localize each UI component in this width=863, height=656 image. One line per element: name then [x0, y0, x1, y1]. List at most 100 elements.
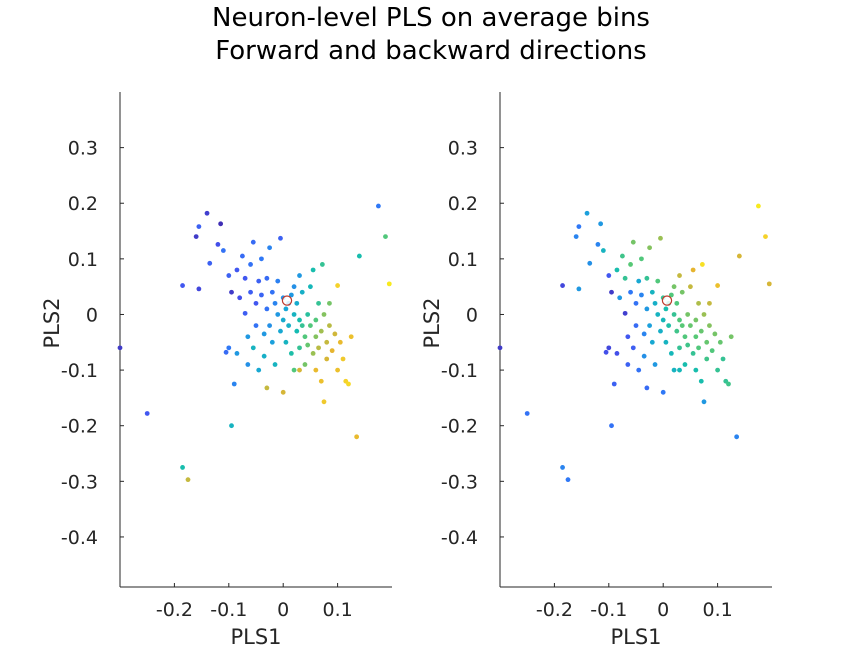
- scatter-point: [253, 300, 259, 306]
- scatter-point: [698, 328, 704, 334]
- scatter-point: [663, 306, 669, 312]
- scatter-point: [264, 385, 270, 391]
- right-scatter-panel: 0.3 0.2 0.1 0 -0.1 -0.2 -0.3 -0.4 -0.2 -0.1 0 0.1 PL…: [420, 92, 772, 649]
- scatter-point: [291, 284, 297, 290]
- scatter-point: [259, 292, 264, 298]
- scatter-point: [272, 362, 278, 367]
- scatter-point: [207, 260, 213, 266]
- scatter-point: [180, 283, 185, 288]
- scatter-point: [565, 477, 571, 483]
- scatter-point: [677, 367, 682, 373]
- scatter-point: [633, 300, 639, 306]
- scatter-point: [337, 339, 343, 345]
- scatter-point: [297, 317, 302, 323]
- scatter-point: [269, 339, 275, 345]
- scatter-point: [226, 345, 232, 351]
- scatter-point: [693, 334, 699, 340]
- scatter-point: [313, 367, 319, 373]
- figure-title-line-2: Forward and backward directions: [215, 36, 646, 66]
- scatter-point: [348, 334, 354, 340]
- scatter-point: [679, 289, 685, 295]
- scatter-point: [658, 235, 663, 241]
- scatter-point: [677, 317, 682, 323]
- scatter-point: [319, 262, 325, 267]
- x-tick-label: 0: [657, 599, 669, 621]
- scatter-point: [272, 300, 278, 306]
- scatter-point: [696, 300, 701, 306]
- scatter-point: [267, 323, 272, 328]
- x-tick-label: 0.1: [702, 599, 732, 621]
- scatter-point: [302, 362, 308, 367]
- scatter-point: [294, 328, 300, 334]
- scatter-point: [576, 224, 582, 229]
- scatter-point: [318, 378, 324, 384]
- scatter-point: [660, 317, 666, 323]
- scatter-point: [614, 267, 620, 273]
- scatter-point: [215, 241, 221, 247]
- scatter-point: [242, 310, 248, 316]
- scatter-point: [288, 292, 294, 298]
- scatter-point: [698, 378, 704, 384]
- scatter-point: [649, 339, 655, 345]
- scatter-point: [250, 239, 256, 245]
- scatter-point: [117, 345, 123, 351]
- scatter-point: [628, 262, 633, 267]
- scatter-point: [283, 339, 289, 345]
- scatter-point: [299, 289, 305, 295]
- scatter-point: [335, 367, 340, 373]
- scatter-point: [707, 323, 712, 328]
- scatter-point: [647, 245, 652, 251]
- scatter-point: [256, 278, 262, 284]
- scatter-point: [218, 221, 224, 227]
- x-tick-label: 0.1: [322, 599, 352, 621]
- scatter-point: [305, 312, 311, 317]
- x-axis-label: PLS1: [230, 625, 281, 649]
- scatter-point: [321, 312, 327, 317]
- scatter-point: [701, 399, 707, 405]
- scatter-point: [606, 273, 612, 278]
- scatter-point: [617, 295, 623, 301]
- scatter-point: [668, 351, 674, 356]
- center-marker: [661, 295, 673, 306]
- y-tick-label: -0.4: [61, 527, 98, 549]
- scatter-point: [766, 281, 772, 287]
- scatter-point: [674, 328, 680, 334]
- scatter-point: [524, 411, 530, 416]
- scatter-point: [324, 339, 330, 345]
- scatter-point: [668, 292, 674, 298]
- scatter-point: [763, 234, 768, 240]
- scatter-point: [259, 256, 264, 262]
- scatter-point: [327, 323, 332, 328]
- scatter-point: [736, 253, 742, 259]
- scatter-point: [560, 283, 565, 288]
- scatter-point: [297, 367, 302, 373]
- scatter-point: [639, 256, 644, 262]
- scatter-point: [647, 323, 652, 328]
- scatter-point: [573, 234, 579, 240]
- scatter-point: [324, 356, 330, 362]
- scatter-point: [229, 289, 234, 295]
- x-tick-label: -0.2: [156, 599, 193, 621]
- scatter-point: [715, 367, 720, 373]
- scatter-point: [294, 300, 300, 306]
- scatter-point: [688, 284, 693, 290]
- scatter-point: [280, 389, 286, 395]
- y-tick-label: -0.2: [441, 416, 478, 438]
- scatter-point: [682, 334, 688, 340]
- scatter-point: [699, 262, 705, 267]
- scatter-point: [234, 351, 240, 356]
- scatter-point: [256, 367, 262, 373]
- scatter-point: [283, 306, 289, 312]
- left-scatter-panel: 0.3 0.2 0.1 0 -0.1 -0.2 -0.3 -0.4 -0.2 -0.1 0 0.1 PL…: [40, 92, 392, 649]
- scatter-point: [587, 260, 593, 266]
- y-tick-label: 0.3: [448, 138, 478, 160]
- scatter-point: [688, 323, 693, 328]
- scatter-point: [185, 477, 191, 483]
- scatter-point: [620, 253, 625, 259]
- scatter-point: [226, 273, 232, 278]
- scatter-point: [305, 342, 311, 348]
- y-tick-label: -0.3: [441, 471, 478, 493]
- y-tick-label: 0: [86, 304, 98, 326]
- scatter-point: [231, 381, 237, 387]
- scatter-point: [690, 351, 696, 356]
